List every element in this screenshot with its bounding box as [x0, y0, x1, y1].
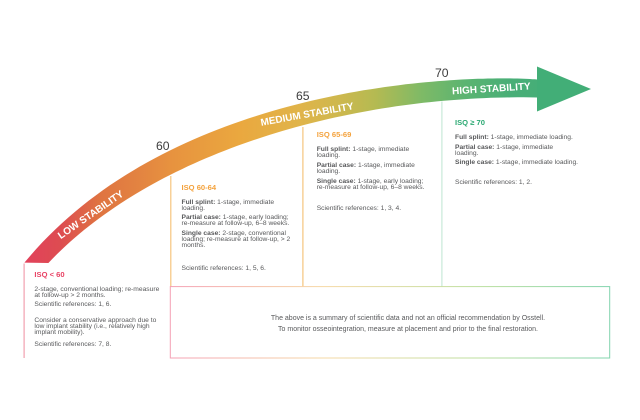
svg-text:HIGH STABILITY: HIGH STABILITY [452, 81, 532, 97]
svg-text:65: 65 [296, 89, 310, 103]
svg-text:70: 70 [435, 66, 449, 80]
svg-text:LOW STABILITY: LOW STABILITY [56, 189, 126, 242]
svg-text:60: 60 [156, 139, 170, 153]
